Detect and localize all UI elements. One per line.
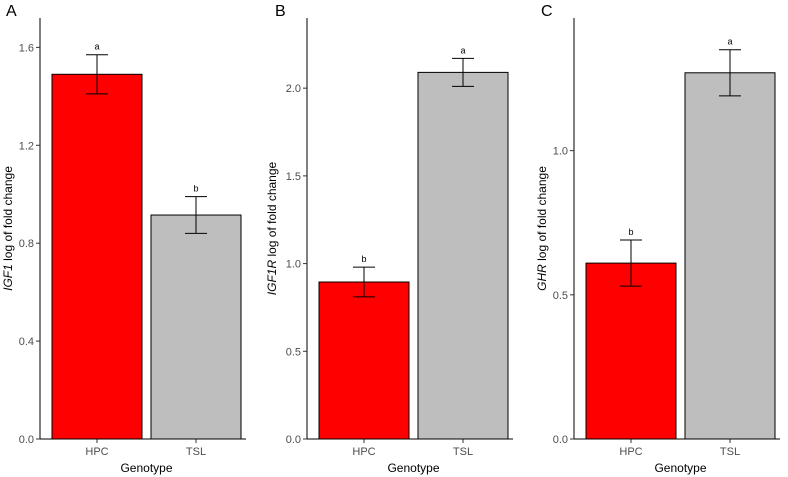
y-axis-title: IGF1R log of fold change	[265, 161, 279, 295]
y-tick-label: 1.6	[19, 42, 34, 54]
y-tick-label: 1.0	[553, 146, 568, 158]
error-bar-tsl	[452, 57, 474, 87]
panel-label: A	[6, 3, 17, 20]
x-axis-title: Genotype	[387, 461, 439, 475]
bar-tsl	[684, 72, 776, 440]
x-tick-label: HPC	[352, 446, 375, 458]
bar-tsl	[417, 71, 509, 440]
x-tick-label: TSL	[186, 446, 206, 458]
error-bar-hpc	[620, 239, 642, 287]
y-axis-title: GHR log of fold change	[535, 166, 549, 291]
y-tick-label: 0.0	[286, 434, 301, 446]
y-axis-title-gene: GHR	[535, 264, 549, 291]
panel-label: B	[275, 3, 286, 20]
y-axis-title-rest: log of fold change	[535, 166, 549, 264]
bar-hpc	[585, 262, 677, 440]
y-tick-label: 0.0	[19, 434, 34, 446]
y-tick-label: 1.0	[286, 259, 301, 271]
significance-label: a	[460, 45, 465, 55]
y-tick-label: 0.4	[19, 336, 34, 348]
bar-hpc	[318, 281, 410, 440]
x-tick-label: HPC	[619, 446, 642, 458]
panel-label: C	[541, 3, 553, 20]
y-axis-title: IGF1 log of fold change	[1, 166, 15, 291]
bar-tsl	[150, 214, 242, 440]
y-axis-title-rest: log of fold change	[1, 166, 15, 264]
x-axis-title: Genotype	[654, 461, 706, 475]
error-bar-hpc	[353, 266, 375, 298]
y-tick-label: 2.0	[286, 83, 301, 95]
significance-label: b	[361, 254, 366, 264]
y-tick-label: 1.5	[286, 171, 301, 183]
panel-a: Aa HPC b TSL 0.0 0.4 0.8 1.2 1.6 Genotype IGF1 log…	[1, 3, 246, 475]
y-tick-label: 0.8	[19, 238, 34, 250]
panel-b: Bb HPC a TSL 0.0 0.5 1.0 1.5 2.0 Genotype IGF1R lo…	[265, 3, 513, 475]
x-tick-label: HPC	[85, 446, 108, 458]
x-axis-title: Genotype	[120, 461, 172, 475]
y-axis-title-gene: IGF1	[1, 264, 15, 291]
y-tick-label: 0.5	[286, 346, 301, 358]
error-bar-hpc	[86, 54, 108, 95]
bar-hpc	[51, 73, 143, 440]
y-axis-title-gene: IGF1R	[265, 260, 279, 296]
error-bar-tsl	[719, 49, 741, 97]
x-tick-label: TSL	[720, 446, 740, 458]
significance-label: b	[628, 227, 633, 237]
significance-label: b	[193, 184, 198, 194]
significance-label: a	[727, 37, 732, 47]
x-tick-label: TSL	[453, 446, 473, 458]
y-tick-label: 0.5	[553, 290, 568, 302]
significance-label: a	[94, 42, 99, 52]
y-tick-label: 0.0	[553, 434, 568, 446]
panel-c: Cb HPC a TSL 0.0 0.5 1.0 Genotype GHR log of fol…	[535, 3, 780, 475]
y-tick-label: 1.2	[19, 140, 34, 152]
error-bar-tsl	[185, 196, 207, 234]
y-axis-title-rest: log of fold change	[265, 161, 279, 259]
